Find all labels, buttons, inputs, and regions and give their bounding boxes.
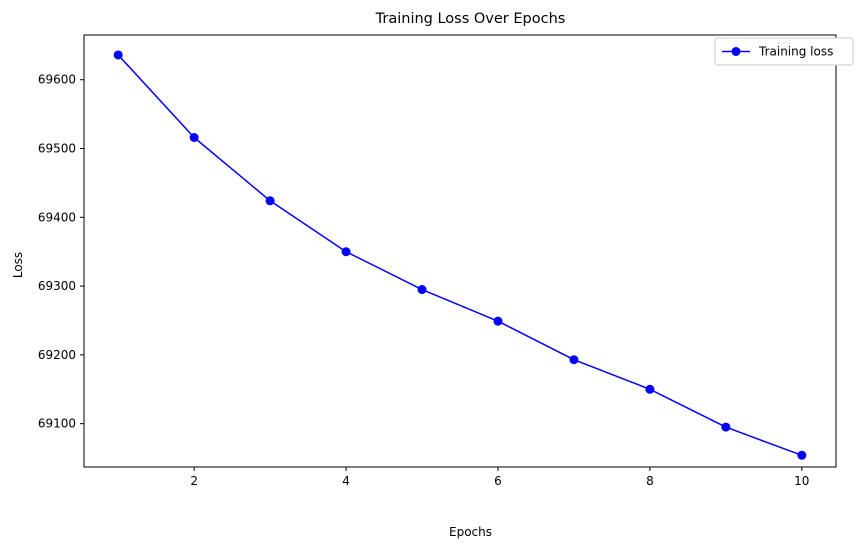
y-axis-ticks: 69100 69200 69300 69400 69500 69600	[38, 73, 84, 431]
data-point	[113, 50, 123, 60]
plot-frame	[83, 34, 837, 468]
data-point	[721, 422, 731, 432]
y-tick-label: 69600	[38, 73, 76, 87]
legend-label: Training loss	[758, 45, 833, 59]
x-tick-label: 2	[190, 474, 198, 488]
data-point	[797, 450, 807, 460]
y-tick-label: 69500	[38, 142, 76, 156]
y-tick-label: 69100	[38, 417, 76, 431]
x-tick-label: 8	[646, 474, 654, 488]
series-line	[117, 54, 803, 457]
chart-title: Training Loss Over Epochs	[375, 11, 566, 27]
data-point	[341, 247, 351, 257]
data-point	[645, 384, 655, 394]
data-point	[569, 355, 579, 365]
y-tick-label: 69400	[38, 210, 76, 224]
legend-box	[714, 37, 854, 66]
legend: Training loss	[714, 37, 854, 66]
x-tick-label: 6	[494, 474, 502, 488]
series-layer	[113, 50, 807, 460]
y-tick-label: 69300	[38, 279, 76, 293]
x-axis-ticks: 2 4 6 8 10	[190, 467, 809, 488]
data-point	[189, 132, 199, 142]
x-tick-label: 4	[342, 474, 350, 488]
y-tick-label: 69200	[38, 348, 76, 362]
data-point	[265, 196, 275, 206]
plot-area: 2 4 6 8 10 69100 69200 69300 69400 69500 69600	[38, 34, 837, 488]
legend-marker-sample	[731, 47, 741, 56]
data-point	[417, 285, 427, 295]
data-point	[493, 316, 503, 326]
y-axis-label: Loss	[11, 252, 25, 278]
x-tick-label: 10	[794, 474, 809, 488]
x-axis-label: Epochs	[449, 525, 492, 539]
